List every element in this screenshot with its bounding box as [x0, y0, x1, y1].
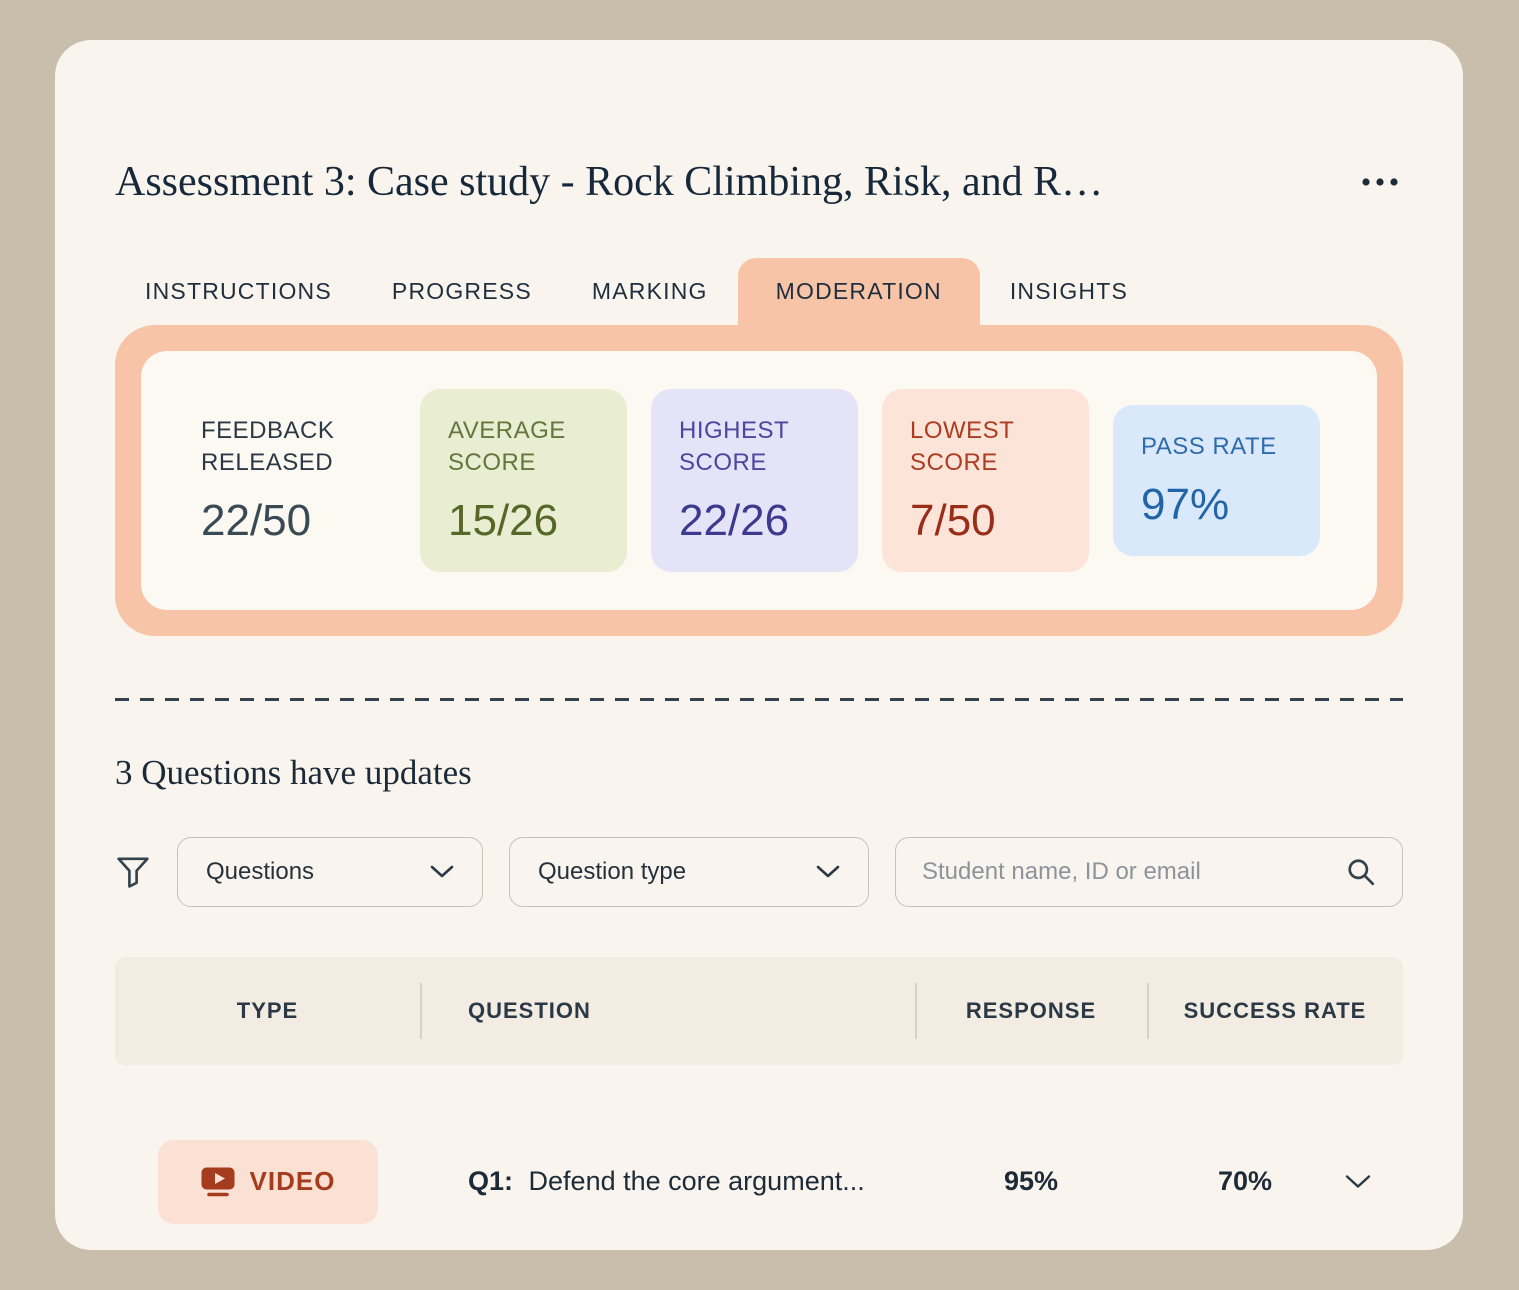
filter-button[interactable] [115, 854, 151, 890]
tab-progress[interactable]: PROGRESS [391, 278, 532, 304]
stat-value: 7/50 [910, 495, 996, 545]
stat-label: FEEDBACK RELEASED [201, 417, 335, 477]
column-header-question: QUESTION [420, 957, 915, 1065]
row-expand-button[interactable] [1335, 1164, 1381, 1199]
chevron-down-icon [816, 865, 840, 878]
question-type-dropdown[interactable]: Question type [509, 836, 869, 907]
chevron-down-icon [1345, 1175, 1371, 1188]
stat-value: 22/50 [201, 495, 312, 545]
stats-panel: FEEDBACK RELEASED 22/50 AVERAGE SCORE 15… [141, 351, 1377, 610]
questions-dropdown[interactable]: Questions [177, 836, 483, 907]
badge-label: VIDEO [249, 1166, 336, 1197]
search-box [895, 836, 1403, 907]
stat-label: PASS RATE [1141, 433, 1277, 461]
stat-highest-score: HIGHEST SCORE 22/26 [651, 389, 858, 572]
question-cell: Q1: Defend the core argument... [420, 1166, 915, 1197]
search-icon[interactable] [1346, 857, 1376, 887]
ellipsis-icon [1362, 177, 1398, 186]
stat-label: LOWEST SCORE [910, 417, 1014, 477]
stat-feedback-released: FEEDBACK RELEASED 22/50 [191, 389, 396, 572]
response-value: 95% [1003, 1166, 1059, 1197]
stat-lowest-score: LOWEST SCORE 7/50 [882, 389, 1089, 572]
search-input[interactable] [922, 857, 1332, 886]
tab-bar: INSTRUCTIONS PROGRESS MARKING MODERATION… [115, 258, 1403, 325]
updates-heading: 3 Questions have updates [115, 752, 472, 792]
video-icon [201, 1167, 235, 1197]
questions-dropdown-label: Questions [206, 857, 315, 885]
stat-value: 22/26 [679, 495, 790, 545]
assessment-card: Assessment 3: Case study - Rock Climbing… [55, 40, 1463, 1250]
stat-value: 97% [1141, 479, 1230, 529]
column-header-response: RESPONSE [915, 957, 1147, 1065]
filter-bar: Questions Question type [115, 836, 1403, 907]
page-title: Assessment 3: Case study - Rock Climbing… [115, 159, 1104, 205]
tab-instructions[interactable]: INSTRUCTIONS [145, 278, 332, 304]
more-options-button[interactable] [1357, 167, 1403, 198]
type-cell: VIDEO [115, 1139, 420, 1224]
column-header-success-rate: SUCCESS RATE [1147, 957, 1403, 1065]
table-header: TYPE QUESTION RESPONSE SUCCESS RATE [115, 956, 1403, 1065]
question-text: Defend the core argument... [528, 1166, 865, 1197]
dashed-divider [115, 697, 1403, 701]
column-header-type: TYPE [236, 997, 299, 1023]
tab-moderation[interactable]: MODERATION [737, 258, 980, 325]
stat-value: 15/26 [448, 495, 559, 545]
card-header: Assessment 3: Case study - Rock Climbing… [115, 158, 1403, 206]
chevron-down-icon [430, 865, 454, 878]
stat-label: HIGHEST SCORE [679, 417, 789, 477]
stat-label: AVERAGE SCORE [448, 417, 566, 477]
stat-average-score: AVERAGE SCORE 15/26 [420, 389, 627, 572]
moderation-panel: FEEDBACK RELEASED 22/50 AVERAGE SCORE 15… [115, 325, 1403, 636]
question-number: Q1: [468, 1166, 514, 1197]
success-rate-value: 70% [1217, 1166, 1273, 1197]
stat-pass-rate: PASS RATE 97% [1113, 405, 1320, 556]
table-row[interactable]: VIDEO Q1: Defend the core argument... 95… [115, 1121, 1403, 1243]
tab-insights[interactable]: INSIGHTS [1009, 278, 1129, 304]
question-type-dropdown-label: Question type [538, 857, 687, 885]
funnel-icon [117, 857, 149, 888]
type-badge-video: VIDEO [157, 1139, 378, 1224]
tab-marking[interactable]: MARKING [591, 278, 708, 304]
